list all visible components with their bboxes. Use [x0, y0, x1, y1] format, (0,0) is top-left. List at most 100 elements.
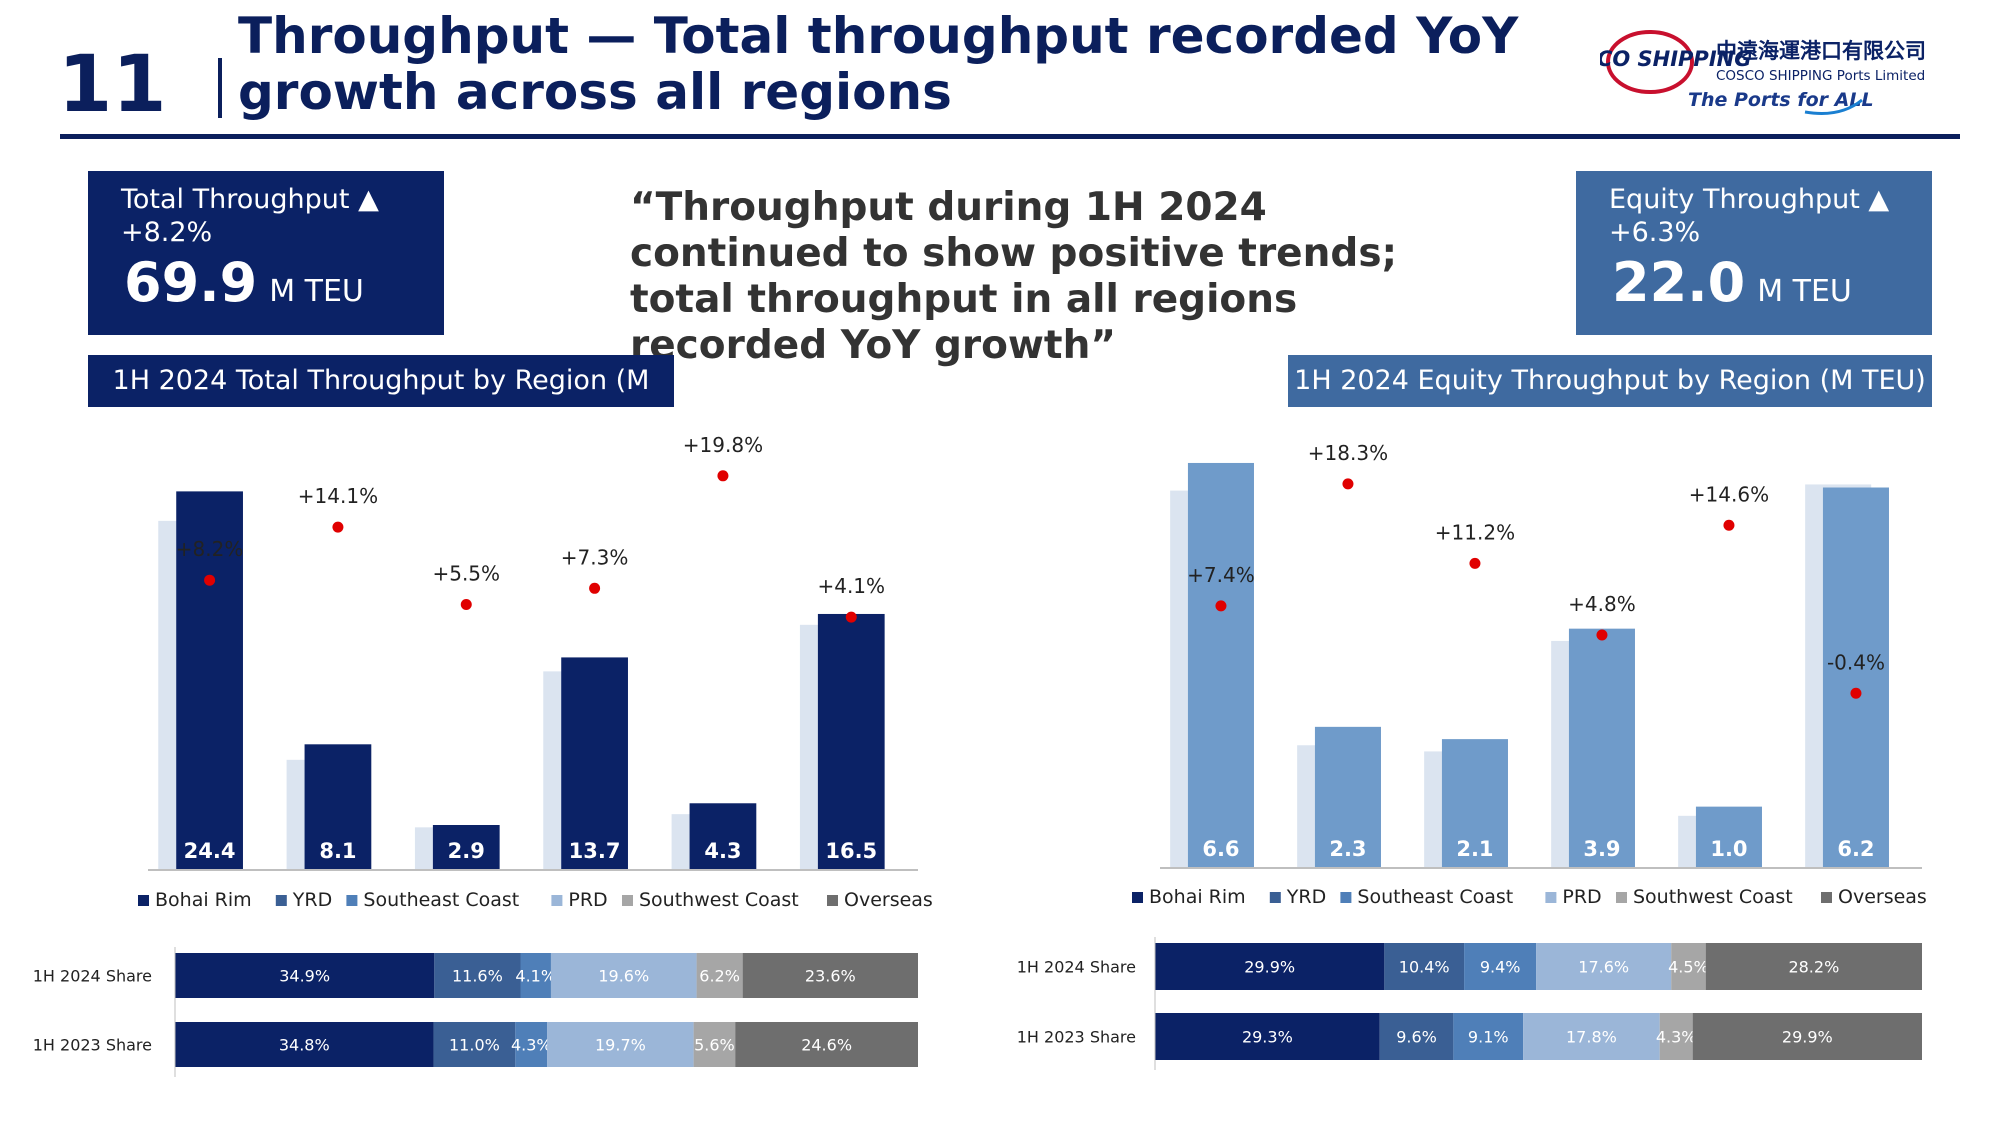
kpi-total-label: Total Throughput	[121, 184, 350, 215]
growth-marker	[460, 599, 472, 610]
legend-entry: YRD	[292, 889, 332, 911]
share-row-label: 1H 2024 Share	[1017, 958, 1136, 977]
growth-label: +4.8%	[1568, 592, 1636, 616]
growth-marker	[204, 574, 216, 586]
kpi-label: Equity Throughput ▲ +6.3%	[1609, 183, 1932, 249]
growth-label: +18.3%	[1308, 441, 1388, 465]
bar-value-label: 13.7	[569, 839, 621, 863]
share-segment-label: 4.1%	[515, 967, 556, 986]
share-segment-label: 4.3%	[511, 1036, 552, 1055]
share-segment	[1692, 1013, 1922, 1060]
kpi-equity-unit: M TEU	[1757, 274, 1852, 309]
share-segment	[1659, 1013, 1693, 1060]
current-period-bar	[1822, 487, 1889, 868]
bar-value-label: 6.2	[1837, 837, 1874, 861]
share-segment	[520, 953, 551, 998]
share-segment-label: 29.3%	[1242, 1028, 1293, 1047]
kpi-total-value: 69.9	[124, 251, 258, 314]
share-segment-label: 24.6%	[801, 1036, 852, 1055]
share-segment-label: 9.4%	[1480, 958, 1521, 977]
current-period-bar	[304, 744, 372, 870]
legend-swatch	[827, 895, 838, 906]
share-segment	[433, 1022, 516, 1067]
bar-value-label: 1.0	[1710, 837, 1747, 861]
share-row-label: 1H 2023 Share	[1017, 1028, 1136, 1047]
current-period-bar	[1695, 806, 1762, 868]
growth-marker	[1596, 629, 1608, 641]
bar-value-label: 4.3	[704, 839, 741, 863]
share-segment-label: 28.2%	[1788, 958, 1839, 977]
growth-label: +14.1%	[298, 484, 378, 508]
legend-entry: YRD	[1286, 886, 1326, 908]
kpi-value: 22.0 M TEU	[1612, 251, 1852, 314]
legend-entry: Southeast Coast	[363, 889, 519, 911]
share-segment	[515, 1022, 548, 1067]
legend-entry: Southeast Coast	[1357, 886, 1513, 908]
share-segment	[1379, 1013, 1454, 1060]
share-segment-label: 17.8%	[1566, 1028, 1617, 1047]
kpi-equity-throughput: Equity Throughput ▲ +6.3% 22.0 M TEU	[1576, 171, 1932, 335]
legend-entry: PRD	[568, 889, 607, 911]
growth-marker	[332, 521, 344, 533]
bar-value-label: 24.4	[184, 839, 236, 863]
share-segment	[550, 953, 697, 998]
share-segment-label: 11.0%	[449, 1036, 500, 1055]
legend-swatch	[1269, 892, 1281, 903]
bar-value-label: 8.1	[319, 839, 356, 863]
share-segment-label: 6.2%	[699, 967, 740, 986]
kpi-total-change: ▲ +8.2%	[121, 184, 379, 248]
bar-value-label: 3.9	[1583, 837, 1620, 861]
share-segment	[1155, 1013, 1380, 1060]
legend-swatch	[1340, 892, 1352, 903]
current-period-bar	[817, 613, 885, 870]
logo-ring-icon	[1606, 30, 1694, 94]
total-chart-title: 1H 2024 Total Throughput by Region (M TE…	[88, 355, 674, 448]
legend-swatch	[1545, 892, 1557, 903]
kpi-total-throughput: Total Throughput ▲ +8.2% 69.9 M TEU	[88, 171, 444, 335]
current-period-bar	[1441, 739, 1508, 868]
legend-swatch	[1132, 892, 1143, 903]
share-segment-label: 19.7%	[595, 1036, 646, 1055]
current-period-bar	[1568, 628, 1635, 868]
share-segment	[742, 953, 918, 998]
share-segment	[1536, 943, 1672, 990]
share-segment	[735, 1022, 918, 1067]
legend-entry: Southwest Coast	[639, 889, 799, 911]
equity-chart-title: 1H 2024 Equity Throughput by Region (M T…	[1288, 355, 1932, 407]
growth-label: +7.3%	[561, 545, 629, 569]
legend-entry: Overseas	[844, 889, 933, 911]
growth-label: +4.1%	[817, 574, 885, 598]
share-segment	[547, 1022, 694, 1067]
growth-marker	[589, 582, 601, 594]
growth-label: +5.5%	[432, 562, 500, 586]
share-segment-label: 29.9%	[1244, 958, 1295, 977]
current-period-bar	[561, 657, 628, 870]
growth-label: +11.2%	[1435, 520, 1515, 544]
share-segment	[1384, 943, 1465, 990]
current-period-bar	[1187, 462, 1254, 868]
logo-company-en: COSCO SHIPPING Ports Limited	[1716, 68, 1925, 84]
legend-entry: PRD	[1562, 886, 1601, 908]
growth-marker	[717, 470, 729, 482]
current-period-bar	[689, 803, 757, 870]
share-segment-label: 29.9%	[1782, 1028, 1833, 1047]
legend-swatch	[622, 895, 633, 906]
current-period-bar	[176, 491, 243, 870]
logo-swoosh-icon	[1804, 98, 1863, 115]
legend-swatch	[138, 895, 149, 906]
share-segment	[1155, 943, 1385, 990]
share-segment-label: 4.3%	[1656, 1028, 1697, 1047]
share-segment-label: 19.6%	[598, 967, 649, 986]
growth-label: +8.2%	[176, 537, 244, 561]
growth-label: +7.4%	[1187, 563, 1255, 587]
share-segment	[1464, 943, 1537, 990]
share-segment-label: 9.6%	[1396, 1028, 1437, 1047]
share-segment	[175, 953, 435, 998]
page-number: 11	[58, 40, 167, 130]
kpi-total-unit: M TEU	[269, 274, 364, 309]
legend-swatch	[1821, 892, 1832, 903]
share-segment-label: 10.4%	[1399, 958, 1450, 977]
growth-marker	[1342, 478, 1354, 490]
logo-tagline: The Ports for ALL	[1688, 89, 1874, 111]
